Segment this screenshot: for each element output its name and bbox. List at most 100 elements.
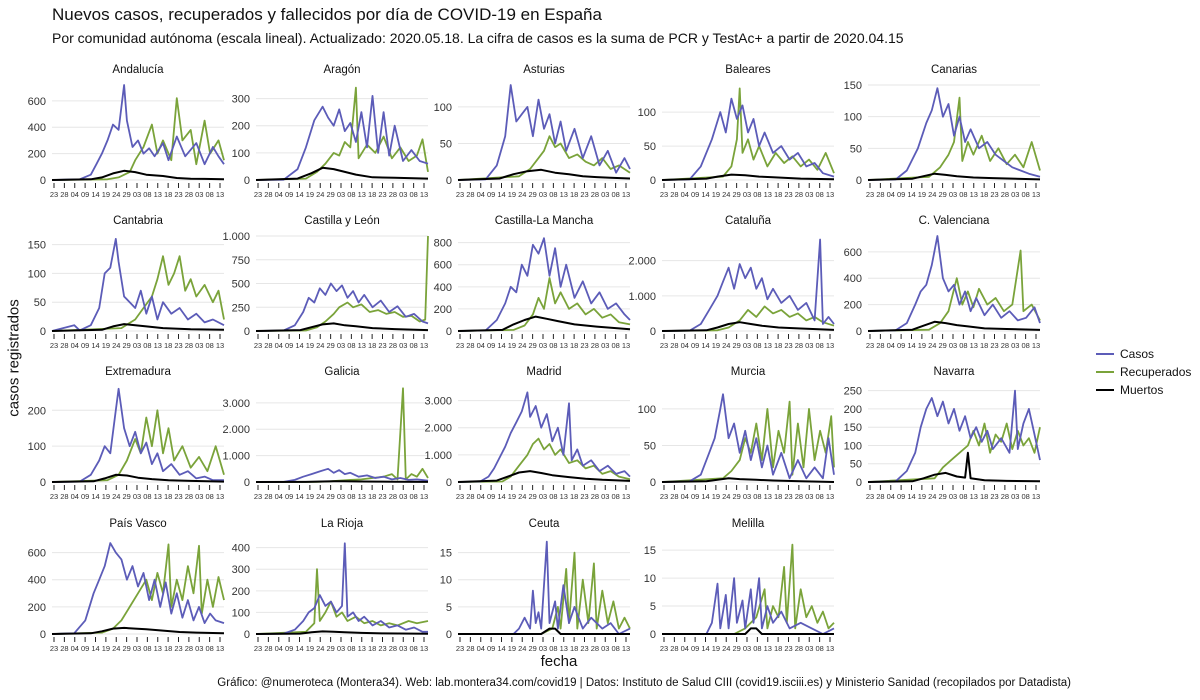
x-tick-label: 08 xyxy=(753,190,761,199)
x-tick-label: 18 xyxy=(774,644,782,653)
x-tick-label: 28 xyxy=(60,341,68,350)
x-tick-label: 18 xyxy=(570,492,578,501)
x-tick-label: 03 xyxy=(539,341,547,350)
x-tick-label: 23 xyxy=(50,190,58,199)
x-tick-label: 28 xyxy=(591,492,599,501)
x-tick-label: 29 xyxy=(732,492,740,501)
x-tick-label: 04 xyxy=(681,644,689,653)
x-tick-label: 13 xyxy=(764,190,772,199)
y-tick-label: 600 xyxy=(434,260,452,272)
y-tick-label: 750 xyxy=(232,255,250,267)
x-tick-label: 28 xyxy=(264,190,272,199)
x-tick-label: 19 xyxy=(712,190,720,199)
y-tick-label: 200 xyxy=(28,602,46,614)
x-tick-label: 28 xyxy=(795,341,803,350)
x-tick-label: 28 xyxy=(795,190,803,199)
x-tick-label: 28 xyxy=(591,341,599,350)
x-tick-label: 19 xyxy=(306,492,314,501)
x-tick-label: 08 xyxy=(1021,190,1029,199)
y-tick-label: 250 xyxy=(844,386,862,398)
x-tick-label: 28 xyxy=(185,341,193,350)
y-tick-label: 2.000 xyxy=(424,423,452,435)
series-line-casos xyxy=(457,84,631,181)
x-tick-label: 03 xyxy=(337,190,345,199)
x-tick-label: 13 xyxy=(420,644,428,653)
y-tick-label: 100 xyxy=(844,440,862,452)
x-tick-label: 29 xyxy=(732,190,740,199)
x-tick-label: 04 xyxy=(887,341,895,350)
x-tick-label: 04 xyxy=(477,341,485,350)
x-tick-label: 14 xyxy=(91,190,99,199)
x-tick-label: 18 xyxy=(368,492,376,501)
y-tick-label: 5 xyxy=(446,602,452,614)
x-tick-label: 03 xyxy=(949,341,957,350)
x-tick-label: 23 xyxy=(660,492,668,501)
x-tick-label: 03 xyxy=(805,644,813,653)
panel-title: Canarias xyxy=(931,64,977,76)
x-tick-label: 03 xyxy=(805,190,813,199)
x-tick-label: 09 xyxy=(691,190,699,199)
x-tick-label: 08 xyxy=(347,492,355,501)
y-tick-label: 50 xyxy=(850,459,862,471)
panel-title: C. Valenciana xyxy=(919,215,990,227)
y-tick-label: 200 xyxy=(28,405,46,417)
y-tick-label: 200 xyxy=(232,121,250,133)
legend-label-muertos: Muertos xyxy=(1120,383,1164,397)
series-line-casos xyxy=(457,391,631,483)
x-tick-label: 29 xyxy=(122,492,130,501)
x-tick-label: 29 xyxy=(732,341,740,350)
x-tick-label: 03 xyxy=(337,492,345,501)
panel-title: País Vasco xyxy=(109,518,166,530)
y-tick-label: 0 xyxy=(856,477,862,489)
x-tick-label: 09 xyxy=(487,341,495,350)
y-tick-label: 150 xyxy=(28,240,46,252)
x-tick-label: 13 xyxy=(826,492,834,501)
x-tick-label: 23 xyxy=(866,492,874,501)
x-tick-label: 28 xyxy=(60,492,68,501)
x-tick-label: 23 xyxy=(580,341,588,350)
x-tick-label: 03 xyxy=(601,644,609,653)
y-tick-label: 200 xyxy=(844,404,862,416)
x-tick-label: 08 xyxy=(959,190,967,199)
x-tick-label: 13 xyxy=(154,341,162,350)
x-tick-label: 13 xyxy=(764,341,772,350)
series-line-casos xyxy=(457,237,631,332)
y-tick-label: 100 xyxy=(28,268,46,280)
x-tick-label: 09 xyxy=(285,644,293,653)
y-tick-label: 100 xyxy=(232,148,250,160)
y-tick-label: 200 xyxy=(232,586,250,598)
x-tick-label: 03 xyxy=(133,492,141,501)
x-tick-label: 04 xyxy=(681,341,689,350)
x-tick-label: 03 xyxy=(805,492,813,501)
x-tick-label: 14 xyxy=(295,190,303,199)
x-tick-label: 08 xyxy=(611,644,619,653)
x-tick-label: 13 xyxy=(154,492,162,501)
x-tick-label: 28 xyxy=(670,492,678,501)
x-tick-label: 19 xyxy=(306,190,314,199)
x-tick-label: 29 xyxy=(938,341,946,350)
x-tick-label: 24 xyxy=(518,492,526,501)
series-line-muertos xyxy=(661,321,835,332)
y-tick-label: 50 xyxy=(850,143,862,155)
x-tick-label: 28 xyxy=(389,341,397,350)
x-tick-label: 13 xyxy=(622,190,630,199)
x-tick-label: 14 xyxy=(91,644,99,653)
x-tick-label: 29 xyxy=(528,341,536,350)
x-tick-label: 08 xyxy=(347,341,355,350)
x-tick-label: 08 xyxy=(815,190,823,199)
x-tick-label: 13 xyxy=(420,492,428,501)
y-tick-label: 0 xyxy=(446,326,452,338)
x-tick-label: 23 xyxy=(50,644,58,653)
series-line-muertos xyxy=(51,169,225,181)
x-tick-label: 29 xyxy=(326,341,334,350)
x-tick-label: 28 xyxy=(795,644,803,653)
x-tick-label: 13 xyxy=(358,492,366,501)
y-tick-label: 300 xyxy=(232,564,250,576)
x-tick-label: 14 xyxy=(497,341,505,350)
x-tick-label: 08 xyxy=(409,492,417,501)
x-tick-label: 03 xyxy=(805,341,813,350)
panel-title: Andalucía xyxy=(112,64,164,76)
x-tick-label: 13 xyxy=(622,492,630,501)
